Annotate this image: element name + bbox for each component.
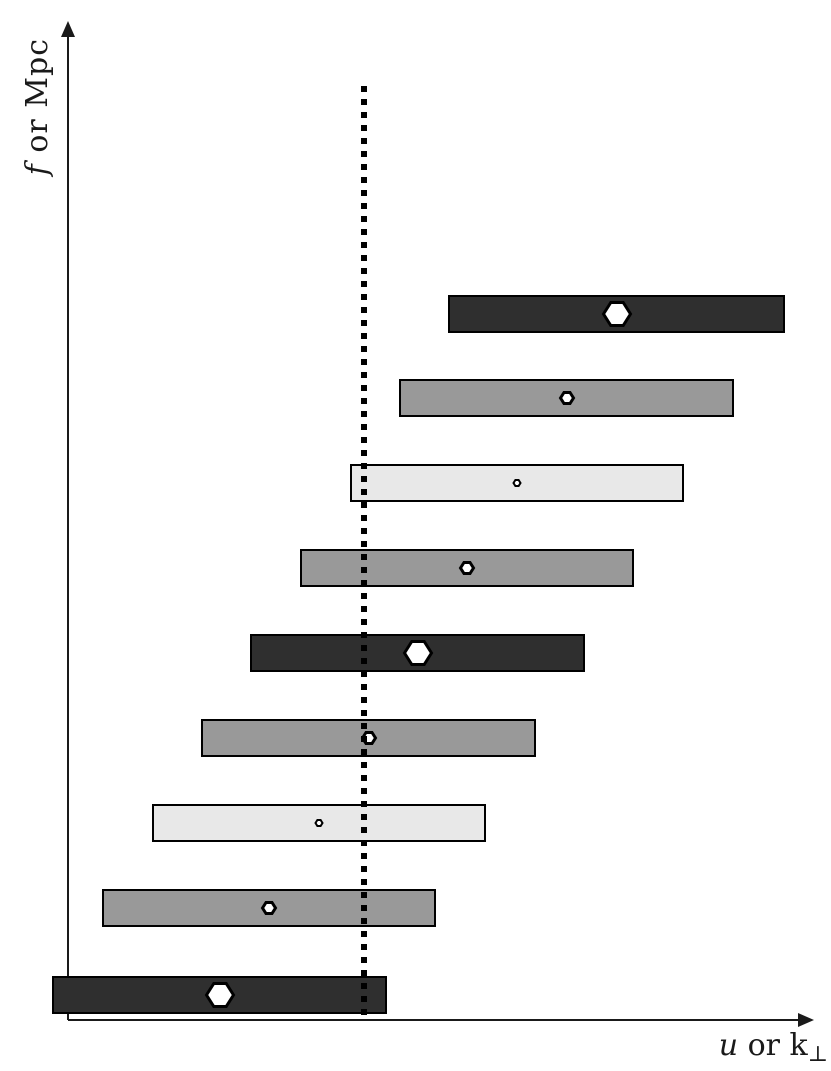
x-axis-label-rest: or k (738, 1028, 808, 1063)
hexagon-marker (314, 819, 324, 827)
hexagon-marker (204, 982, 235, 1008)
perpendicular-subscript: ⊥ (807, 1042, 828, 1068)
interval-bar-9 (52, 976, 387, 1014)
y-axis-label: f or Mpc (20, 38, 55, 175)
interval-bar-6 (201, 719, 536, 757)
dotted-reference-line (361, 86, 367, 1020)
hexagon-marker (402, 640, 433, 666)
interval-bar-1 (448, 295, 785, 333)
hexagon-marker (458, 561, 476, 575)
hexagon-marker (558, 391, 575, 405)
y-axis-arrow-icon (61, 21, 75, 37)
x-axis (68, 1019, 800, 1021)
y-axis-label-italic: f (20, 163, 55, 176)
x-axis-label-italic: u (718, 1028, 739, 1063)
hexagon-marker (260, 901, 278, 915)
hexagon-marker (601, 301, 632, 327)
y-axis (67, 30, 69, 1020)
x-axis-arrow-icon (798, 1013, 814, 1027)
interval-bar-4 (300, 549, 634, 587)
interval-bar-7 (152, 804, 486, 842)
interval-bar-3 (350, 464, 684, 502)
interval-bar-5 (250, 634, 585, 672)
x-axis-label: u or k⊥ (719, 1028, 828, 1067)
interval-bar-2 (399, 379, 734, 417)
interval-bar-8 (102, 889, 436, 927)
y-axis-label-rest: or Mpc (20, 38, 55, 164)
hexagon-marker (512, 479, 522, 487)
